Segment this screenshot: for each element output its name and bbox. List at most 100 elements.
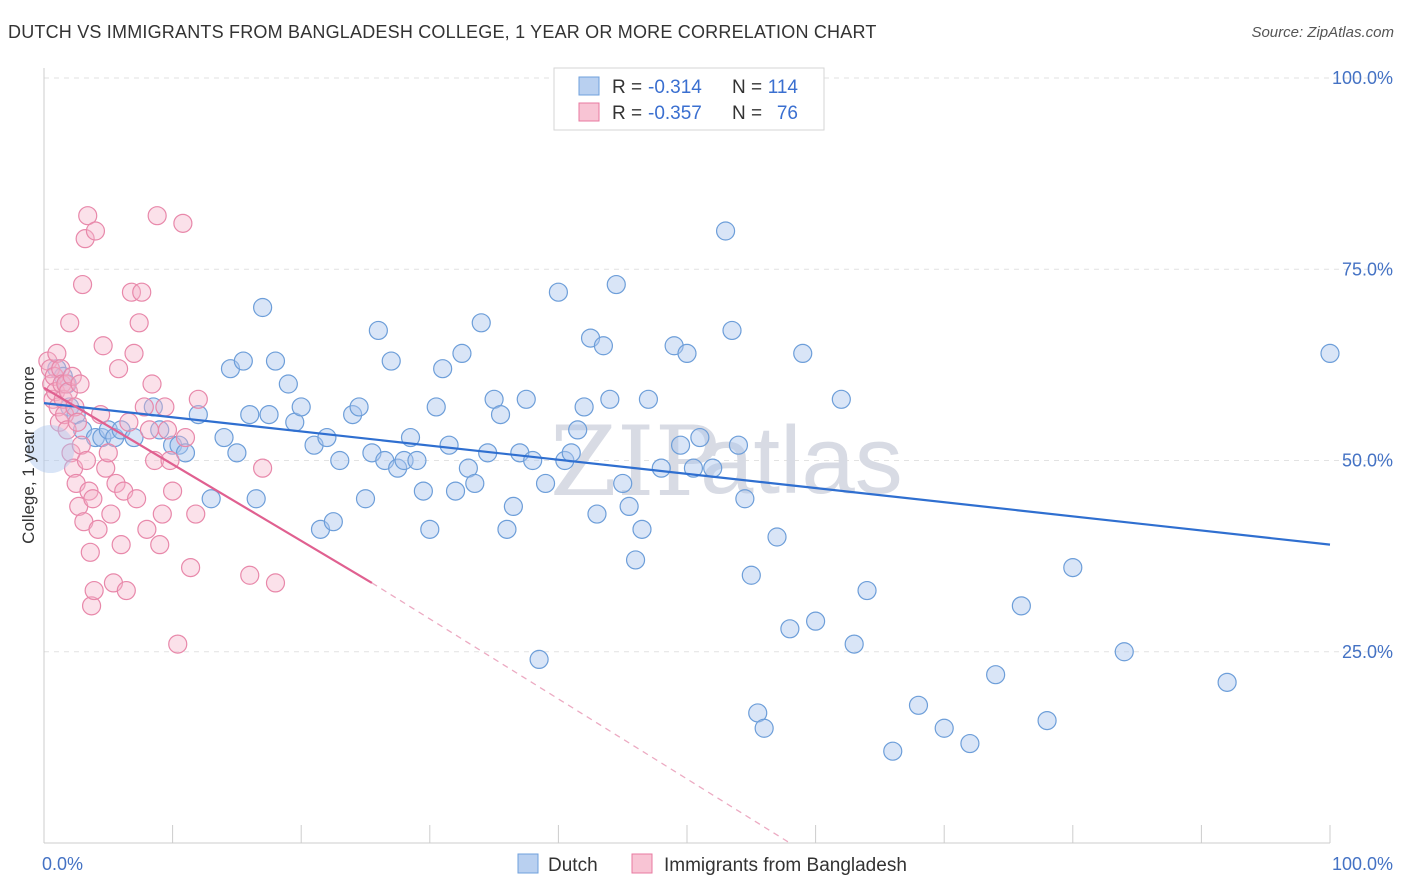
- data-points: [26, 206, 1340, 761]
- bangladesh-point: [152, 504, 172, 524]
- bangladesh-point: [253, 458, 273, 478]
- dutch-point: [439, 435, 459, 455]
- y-tick-label: 50.0%: [1342, 451, 1393, 471]
- dutch-point: [124, 427, 144, 448]
- bangladesh-point: [51, 359, 71, 379]
- dutch-point: [388, 458, 408, 478]
- trend-lines: [43, 386, 1331, 844]
- dutch-point: [259, 405, 279, 425]
- bangladesh-point: [71, 435, 91, 455]
- dutch-point: [606, 274, 626, 295]
- dutch-point: [1037, 710, 1057, 731]
- dutch-point: [619, 496, 639, 516]
- legend-n-value-dutch: 114: [768, 77, 799, 98]
- dutch-point: [651, 458, 671, 478]
- bangladesh-point: [56, 374, 76, 394]
- dutch-point: [233, 351, 253, 371]
- dutch-point: [240, 405, 260, 425]
- bangladesh-point: [119, 412, 139, 432]
- bangladesh-point: [84, 580, 104, 601]
- dutch-point: [535, 473, 556, 494]
- legend-swatch-bangladesh: [578, 102, 600, 122]
- dutch-point: [445, 481, 466, 501]
- dutch-large-point: [26, 425, 75, 474]
- legend-r-label-dutch: R =: [612, 77, 642, 98]
- dutch-point: [471, 313, 491, 333]
- bangladesh-point: [150, 535, 170, 555]
- dutch-point: [767, 527, 787, 547]
- dutch-point: [420, 519, 440, 539]
- x-tick-labels: 0.0% 100.0%: [42, 854, 1393, 874]
- x-tick-label: 100.0%: [1332, 854, 1393, 874]
- bangladesh-point: [265, 573, 286, 593]
- dutch-point: [343, 405, 363, 425]
- dutch-point: [175, 443, 196, 463]
- dutch-point: [613, 473, 633, 494]
- dutch-point: [735, 489, 755, 509]
- bangladesh-point: [142, 374, 162, 394]
- bottom-legend-label-dutch: Dutch: [548, 855, 598, 876]
- bangladesh-point: [85, 221, 106, 241]
- bangladesh-point: [163, 481, 183, 501]
- dutch-point: [529, 649, 549, 670]
- dutch-point: [934, 718, 954, 738]
- dutch-point: [465, 473, 485, 494]
- dutch-point: [690, 427, 710, 448]
- dutch-point: [355, 489, 376, 509]
- dutch-point: [793, 343, 813, 363]
- dutch-point: [703, 458, 723, 478]
- dutch-point: [805, 611, 826, 631]
- bangladesh-trend-extension: [371, 582, 791, 844]
- dutch-point: [497, 519, 517, 539]
- dutch-point: [1011, 596, 1031, 616]
- dutch-point: [278, 374, 298, 394]
- dutch-point: [503, 496, 523, 516]
- bangladesh-point: [62, 366, 82, 386]
- bangladesh-point: [93, 336, 113, 356]
- dutch-point: [433, 359, 453, 379]
- bangladesh-point: [81, 596, 102, 616]
- bangladesh-point: [124, 343, 144, 363]
- bangladesh-point: [98, 443, 118, 463]
- bangladesh-point: [88, 519, 108, 539]
- y-axis-label: College, 1 year or more: [19, 366, 38, 544]
- watermark-atlas: atlas: [700, 407, 903, 514]
- dutch-point: [831, 389, 851, 409]
- legend-r-label-bangladesh: R =: [612, 103, 642, 124]
- dutch-point: [1217, 672, 1237, 692]
- bangladesh-point: [147, 206, 167, 226]
- dutch-point: [291, 397, 311, 417]
- bangladesh-point: [155, 397, 175, 417]
- dutch-point: [1114, 642, 1134, 662]
- bangladesh-point: [175, 427, 196, 448]
- bangladesh-point: [129, 313, 149, 333]
- dutch-point: [349, 397, 369, 417]
- bangladesh-point: [134, 397, 154, 417]
- dutch-point: [516, 389, 536, 409]
- legend-r-value-bangladesh: -0.357: [648, 103, 702, 124]
- dutch-point: [986, 665, 1006, 685]
- dutch-point: [452, 343, 472, 363]
- bangladesh-point: [47, 343, 67, 363]
- bangladesh-point: [121, 282, 142, 302]
- dutch-point: [857, 580, 877, 601]
- dutch-point: [587, 504, 607, 524]
- dutch-point: [523, 450, 543, 471]
- bangladesh-point: [111, 535, 131, 555]
- dutch-point: [548, 282, 569, 302]
- dutch-point: [722, 320, 742, 341]
- dutch-point: [593, 336, 614, 356]
- dutch-point: [201, 489, 221, 509]
- dutch-point: [426, 397, 446, 417]
- dutch-point: [568, 420, 588, 440]
- bottom-legend-swatch-dutch: [517, 853, 539, 874]
- bangladesh-point: [106, 473, 126, 494]
- dutch-point: [677, 343, 697, 363]
- dutch-point: [169, 435, 189, 455]
- dutch-point: [683, 458, 704, 478]
- y-tick-label: 75.0%: [1342, 259, 1393, 279]
- bangladesh-point: [78, 206, 98, 226]
- legend-r-value-dutch: -0.314: [648, 77, 702, 98]
- dutch-point: [741, 565, 761, 585]
- dutch-point: [381, 351, 401, 371]
